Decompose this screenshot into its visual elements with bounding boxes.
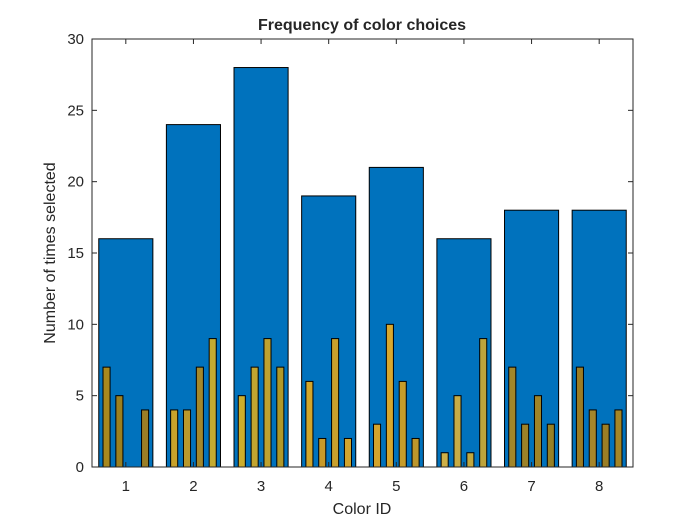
- sub-bar-2-1: [170, 409, 179, 468]
- y-tick-label: 20: [67, 174, 84, 191]
- x-tick-label: 6: [460, 478, 468, 495]
- sub-bar-8-1: [575, 366, 584, 468]
- sub-bar-5-2: [385, 323, 394, 468]
- sub-bar-4-4: [343, 437, 352, 468]
- sub-bar-6-4: [479, 338, 488, 468]
- sub-bar-3-1: [237, 395, 246, 468]
- sub-bar-3-4: [276, 366, 285, 468]
- y-axis-label: Number of times selected: [42, 162, 59, 343]
- sub-bar-2-4: [208, 338, 217, 468]
- y-tick-label: 30: [67, 31, 84, 48]
- sub-bar-2-2: [182, 409, 192, 468]
- x-tick-label: 5: [392, 478, 400, 495]
- bar-total-5: [368, 166, 424, 468]
- sub-bar-1-1: [102, 366, 111, 468]
- sub-bar-4-2: [318, 437, 327, 468]
- sub-bar-6-3: [466, 452, 475, 468]
- x-tick-label: 3: [257, 478, 265, 495]
- sub-bar-4-3: [331, 338, 340, 468]
- sub-bar-7-1: [508, 366, 517, 468]
- sub-bar-6-1: [440, 452, 449, 468]
- ticks-group: 1 2 3 4 5 6 7 8 0 5 10 15 20 25 30: [67, 31, 633, 495]
- y-tick-label: 10: [67, 316, 84, 333]
- sub-bar-8-2: [588, 409, 597, 468]
- y-tick-label: 0: [76, 459, 84, 476]
- sub-bar-7-2: [521, 423, 530, 468]
- sub-bar-3-2: [250, 366, 259, 468]
- sub-bar-7-4: [546, 423, 555, 468]
- y-tick-label: 5: [76, 388, 84, 405]
- x-tick-label: 1: [122, 478, 130, 495]
- y-tick-label: 25: [67, 102, 84, 119]
- x-tick-label: 4: [325, 478, 333, 495]
- sub-bar-4-1: [305, 380, 314, 468]
- bars-group: [98, 67, 627, 468]
- x-tick-label: 7: [527, 478, 535, 495]
- sub-bar-2-3: [195, 366, 204, 468]
- sub-bar-5-1: [373, 423, 382, 468]
- x-axis-label: Color ID: [333, 501, 392, 518]
- x-tick-label: 2: [189, 478, 197, 495]
- sub-bar-8-4: [614, 409, 623, 468]
- sub-bar-6-2: [453, 395, 462, 468]
- sub-bar-8-3: [601, 423, 610, 468]
- x-tick-label: 8: [595, 478, 603, 495]
- sub-bar-3-3: [263, 338, 272, 468]
- chart-title: Frequency of color choices: [258, 17, 466, 34]
- sub-bar-7-3: [533, 395, 543, 468]
- sub-bar-5-3: [398, 380, 407, 468]
- sub-bar-5-4: [411, 437, 420, 468]
- sub-bar-1-4: [141, 409, 150, 468]
- sub-bar-1-2: [115, 395, 124, 468]
- y-tick-label: 15: [67, 245, 84, 262]
